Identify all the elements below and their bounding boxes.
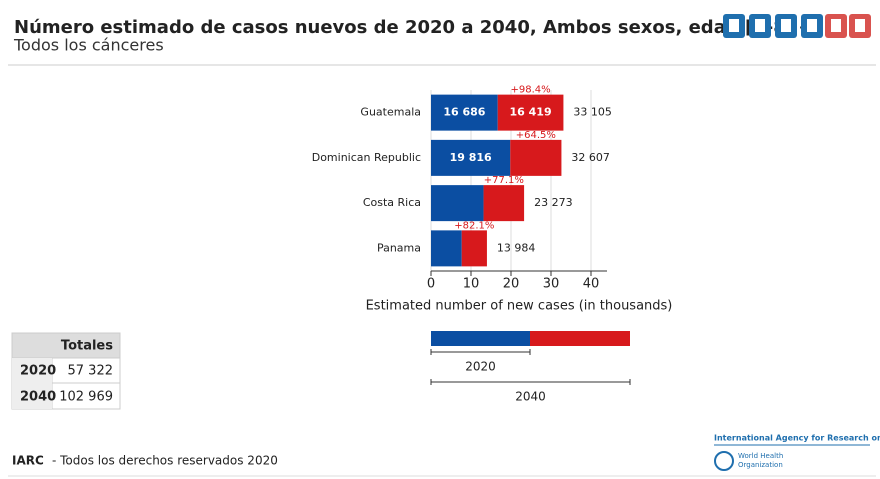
icon	[755, 19, 765, 32]
legend-swatch	[431, 331, 530, 346]
change-label: +98.4%	[511, 85, 551, 96]
bar-label: 19 816	[450, 151, 492, 164]
table-row-head-bg	[12, 358, 52, 409]
who-emblem	[714, 451, 734, 471]
icon	[729, 19, 739, 32]
table-cell: 102 969	[59, 390, 113, 405]
change-label: +64.5%	[516, 130, 556, 141]
y-tick-label: Dominican Republic	[312, 151, 421, 164]
x-tick-label: 20	[503, 277, 520, 292]
total-label: 23 273	[534, 196, 573, 209]
x-tick-label: 30	[543, 277, 560, 292]
table-header: Totales	[61, 339, 113, 354]
total-label: 32 607	[571, 151, 610, 164]
subtitle: Todos los cánceres	[13, 36, 164, 55]
table-cell: 57 322	[68, 364, 114, 379]
change-label: +82.1%	[454, 220, 494, 231]
bar-segment	[431, 94, 498, 131]
bar-label: 16 419	[510, 106, 552, 119]
bar-segment	[497, 94, 564, 131]
table-cell: 2040	[20, 390, 56, 405]
y-tick-label: Panama	[377, 241, 421, 254]
footer-text: - Todos los derechos reservados 2020	[52, 454, 278, 468]
footer-org: IARC	[12, 454, 44, 468]
bar-segment	[510, 139, 562, 176]
x-tick-label: 40	[583, 277, 600, 292]
bar-segment	[431, 139, 511, 176]
icon	[855, 19, 865, 32]
table-header-bg	[12, 333, 120, 358]
icon	[781, 19, 791, 32]
bar-label: 16 686	[443, 106, 485, 119]
y-tick-label: Guatemala	[360, 106, 421, 119]
bar-segment	[431, 185, 484, 222]
who-logo: Organization	[738, 461, 783, 469]
who-logo: World Health	[738, 452, 783, 460]
x-axis-label: Estimated number of new cases (in thousa…	[366, 299, 673, 314]
total-label: 33 105	[573, 106, 612, 119]
legend-label: 2040	[515, 390, 546, 404]
y-tick-label: Costa Rica	[363, 196, 421, 209]
bar-segment	[461, 230, 487, 267]
change-label: +77.1%	[484, 175, 524, 186]
iarc-logo: International Agency for Research on Can…	[714, 434, 880, 443]
toolbar	[723, 14, 871, 38]
total-label: 13 984	[497, 241, 536, 254]
table-cell: 2020	[20, 364, 56, 379]
x-tick-label: 0	[427, 277, 435, 292]
bar-segment	[483, 185, 525, 222]
icon	[831, 19, 841, 32]
icon	[807, 19, 817, 32]
legend-label: 2020	[465, 360, 496, 374]
bar-segment	[431, 230, 462, 267]
title: Número estimado de casos nuevos de 2020 …	[14, 17, 822, 38]
x-tick-label: 10	[463, 277, 480, 292]
legend-swatch	[530, 331, 630, 346]
